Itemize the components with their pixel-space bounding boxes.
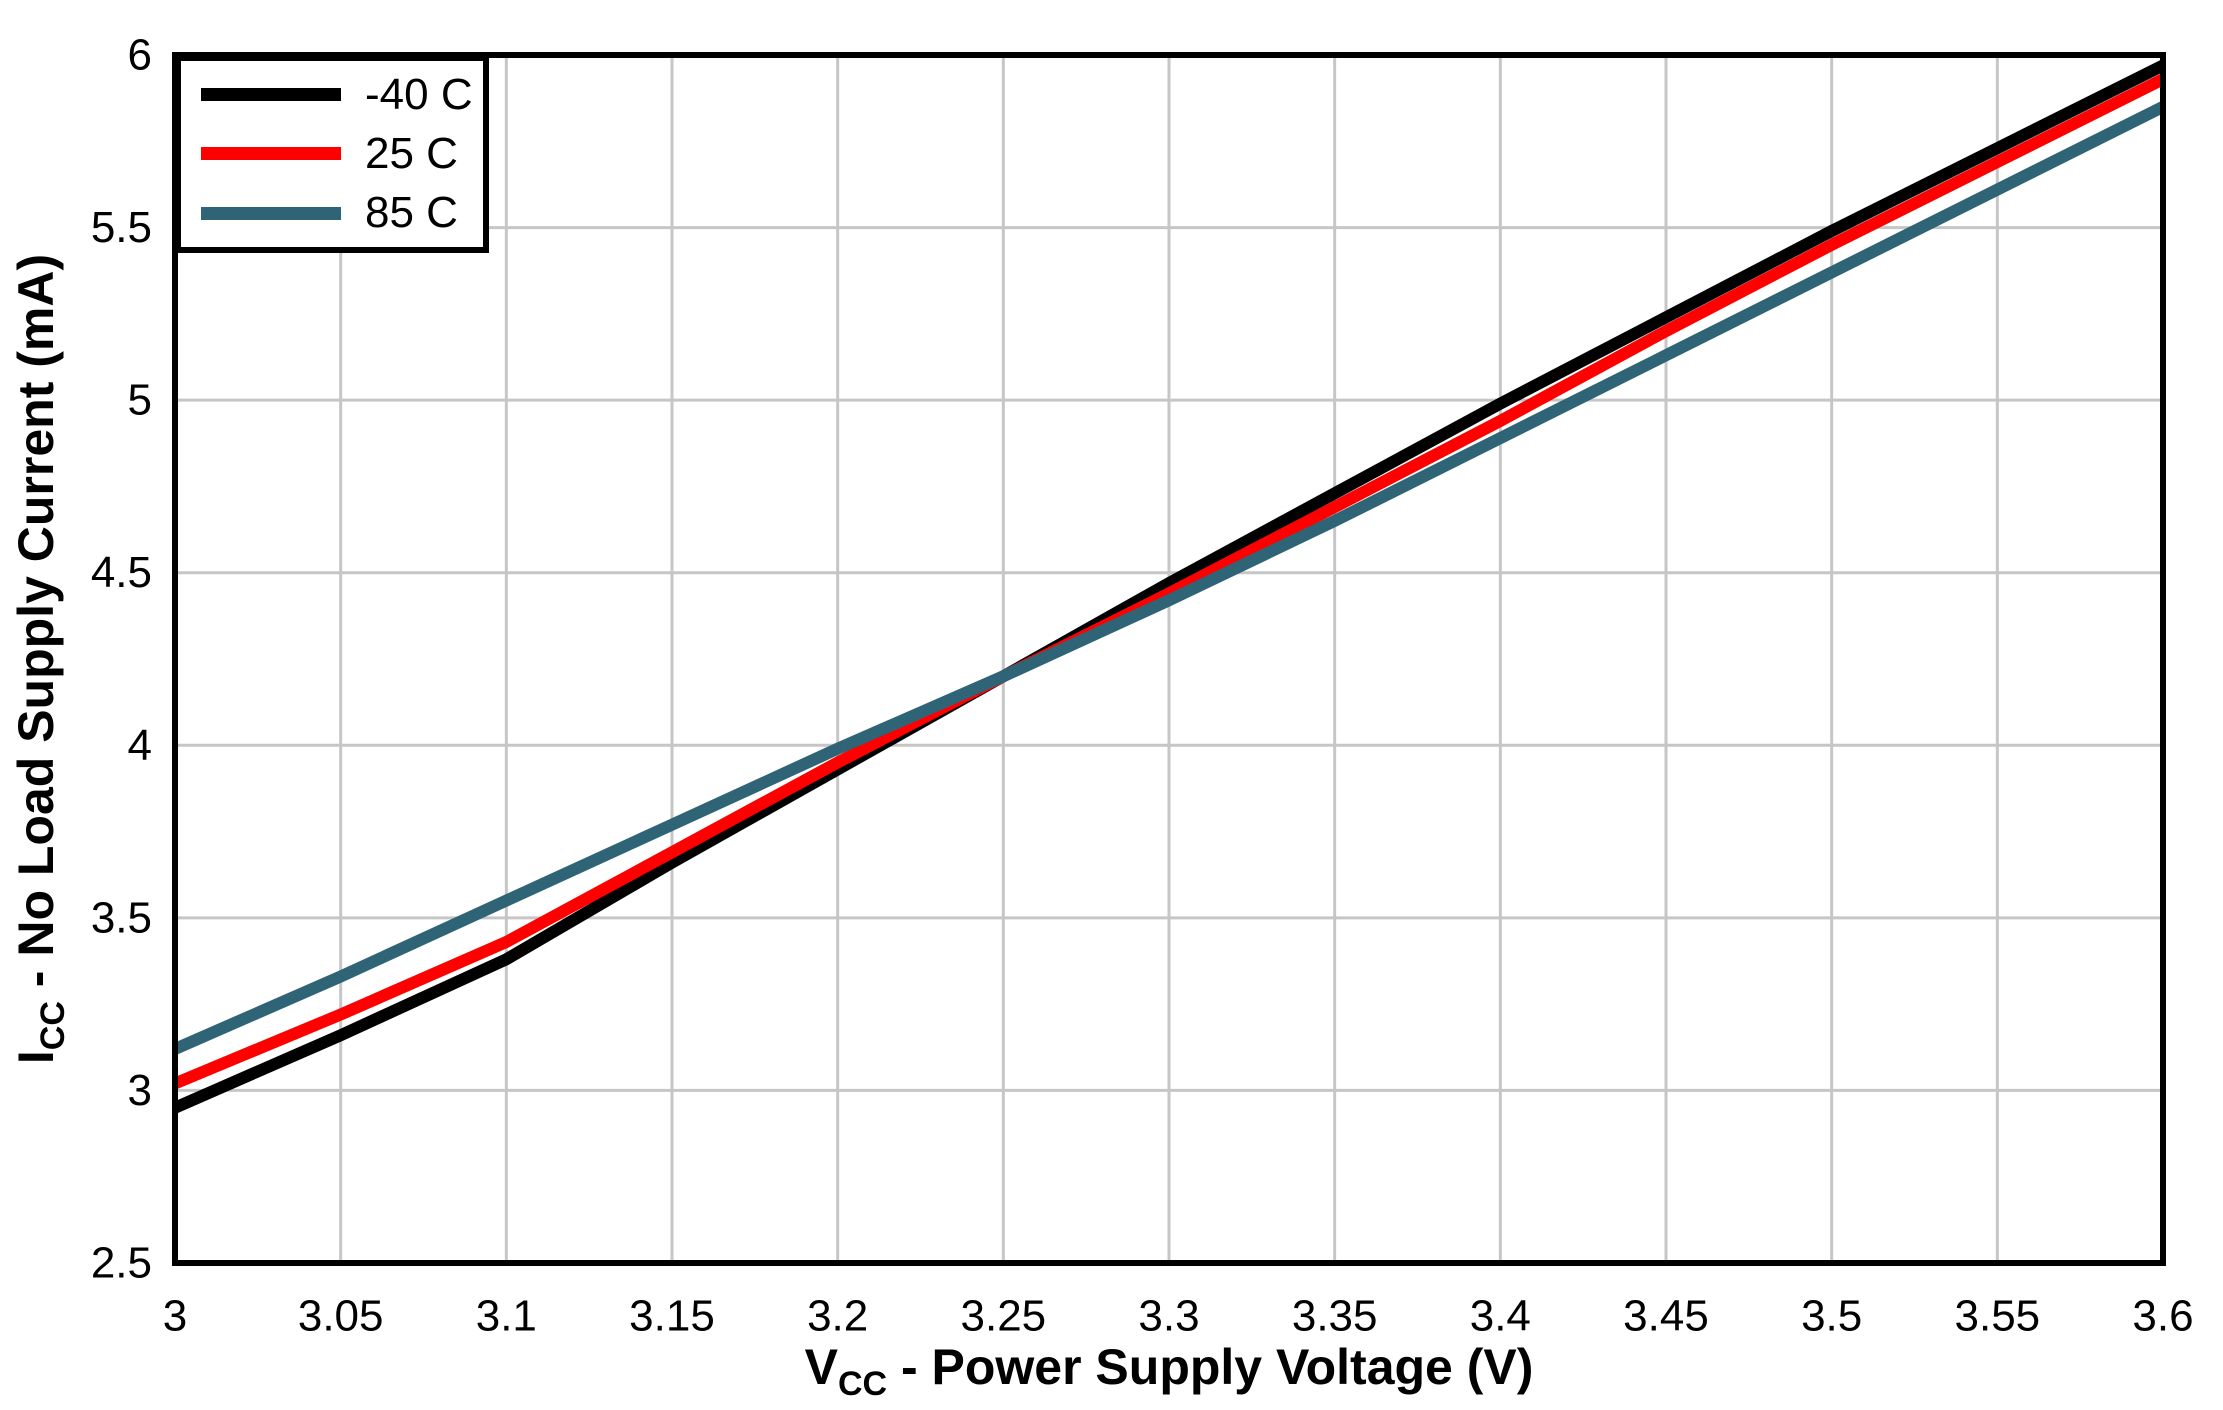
- plot-frame: [172, 52, 2166, 1266]
- y-tick-label: 5.5: [91, 203, 152, 252]
- x-tick-label: 3.3: [1138, 1292, 1199, 1341]
- x-tick-label: 3: [163, 1292, 187, 1341]
- series-line: [172, 101, 2166, 1055]
- x-tick-label: 3.55: [1955, 1292, 2041, 1341]
- legend-label: -40 C: [365, 69, 473, 119]
- legend-item: 25 C: [181, 128, 483, 178]
- x-axis-title-symbol: V: [804, 1339, 838, 1395]
- legend: -40 C 25 C 85 C: [175, 55, 489, 253]
- x-tick-label: 3.6: [2132, 1292, 2193, 1341]
- y-tick-label: 6: [128, 31, 152, 80]
- x-tick-label: 3.4: [1470, 1292, 1531, 1341]
- x-axis-title-subscript: CC: [837, 1365, 888, 1403]
- x-axis-title: VCC - Power Supply Voltage (V): [175, 1338, 2163, 1404]
- x-tick-label: 3.5: [1801, 1292, 1862, 1341]
- legend-item: -40 C: [181, 69, 483, 119]
- x-axis-title-text: - Power Supply Voltage (V): [887, 1339, 1534, 1395]
- y-axis-title: ICC - No Load Supply Current (mA): [7, 254, 73, 1064]
- y-axis-title-text: - No Load Supply Current (mA): [8, 253, 64, 1002]
- legend-swatch-line: [201, 147, 341, 161]
- x-tick-label: 3.25: [961, 1292, 1047, 1341]
- x-tick-label: 3.2: [807, 1292, 868, 1341]
- y-tick-label: 4: [128, 721, 152, 770]
- series-line: [172, 73, 2166, 1090]
- x-tick-label: 3.05: [298, 1292, 384, 1341]
- legend-swatch-line: [201, 88, 341, 102]
- legend-label: 25 C: [365, 128, 458, 178]
- y-tick-label: 3: [128, 1066, 152, 1115]
- series-line: [172, 60, 2166, 1114]
- legend-swatch-line: [201, 206, 341, 220]
- y-tick-label: 2.5: [91, 1239, 152, 1288]
- legend-item: 85 C: [181, 191, 483, 235]
- y-axis-title-subscript: CC: [34, 1001, 72, 1051]
- legend-label: 85 C: [365, 188, 458, 238]
- x-tick-label: 3.45: [1623, 1292, 1709, 1341]
- y-tick-label: 4.5: [91, 548, 152, 597]
- x-tick-label: 3.35: [1292, 1292, 1378, 1341]
- y-tick-label: 5: [128, 376, 152, 425]
- y-axis-title-symbol: I: [8, 1050, 64, 1065]
- y-tick-label: 3.5: [91, 893, 152, 942]
- x-tick-label: 3.1: [476, 1292, 537, 1341]
- x-tick-label: 3.15: [629, 1292, 715, 1341]
